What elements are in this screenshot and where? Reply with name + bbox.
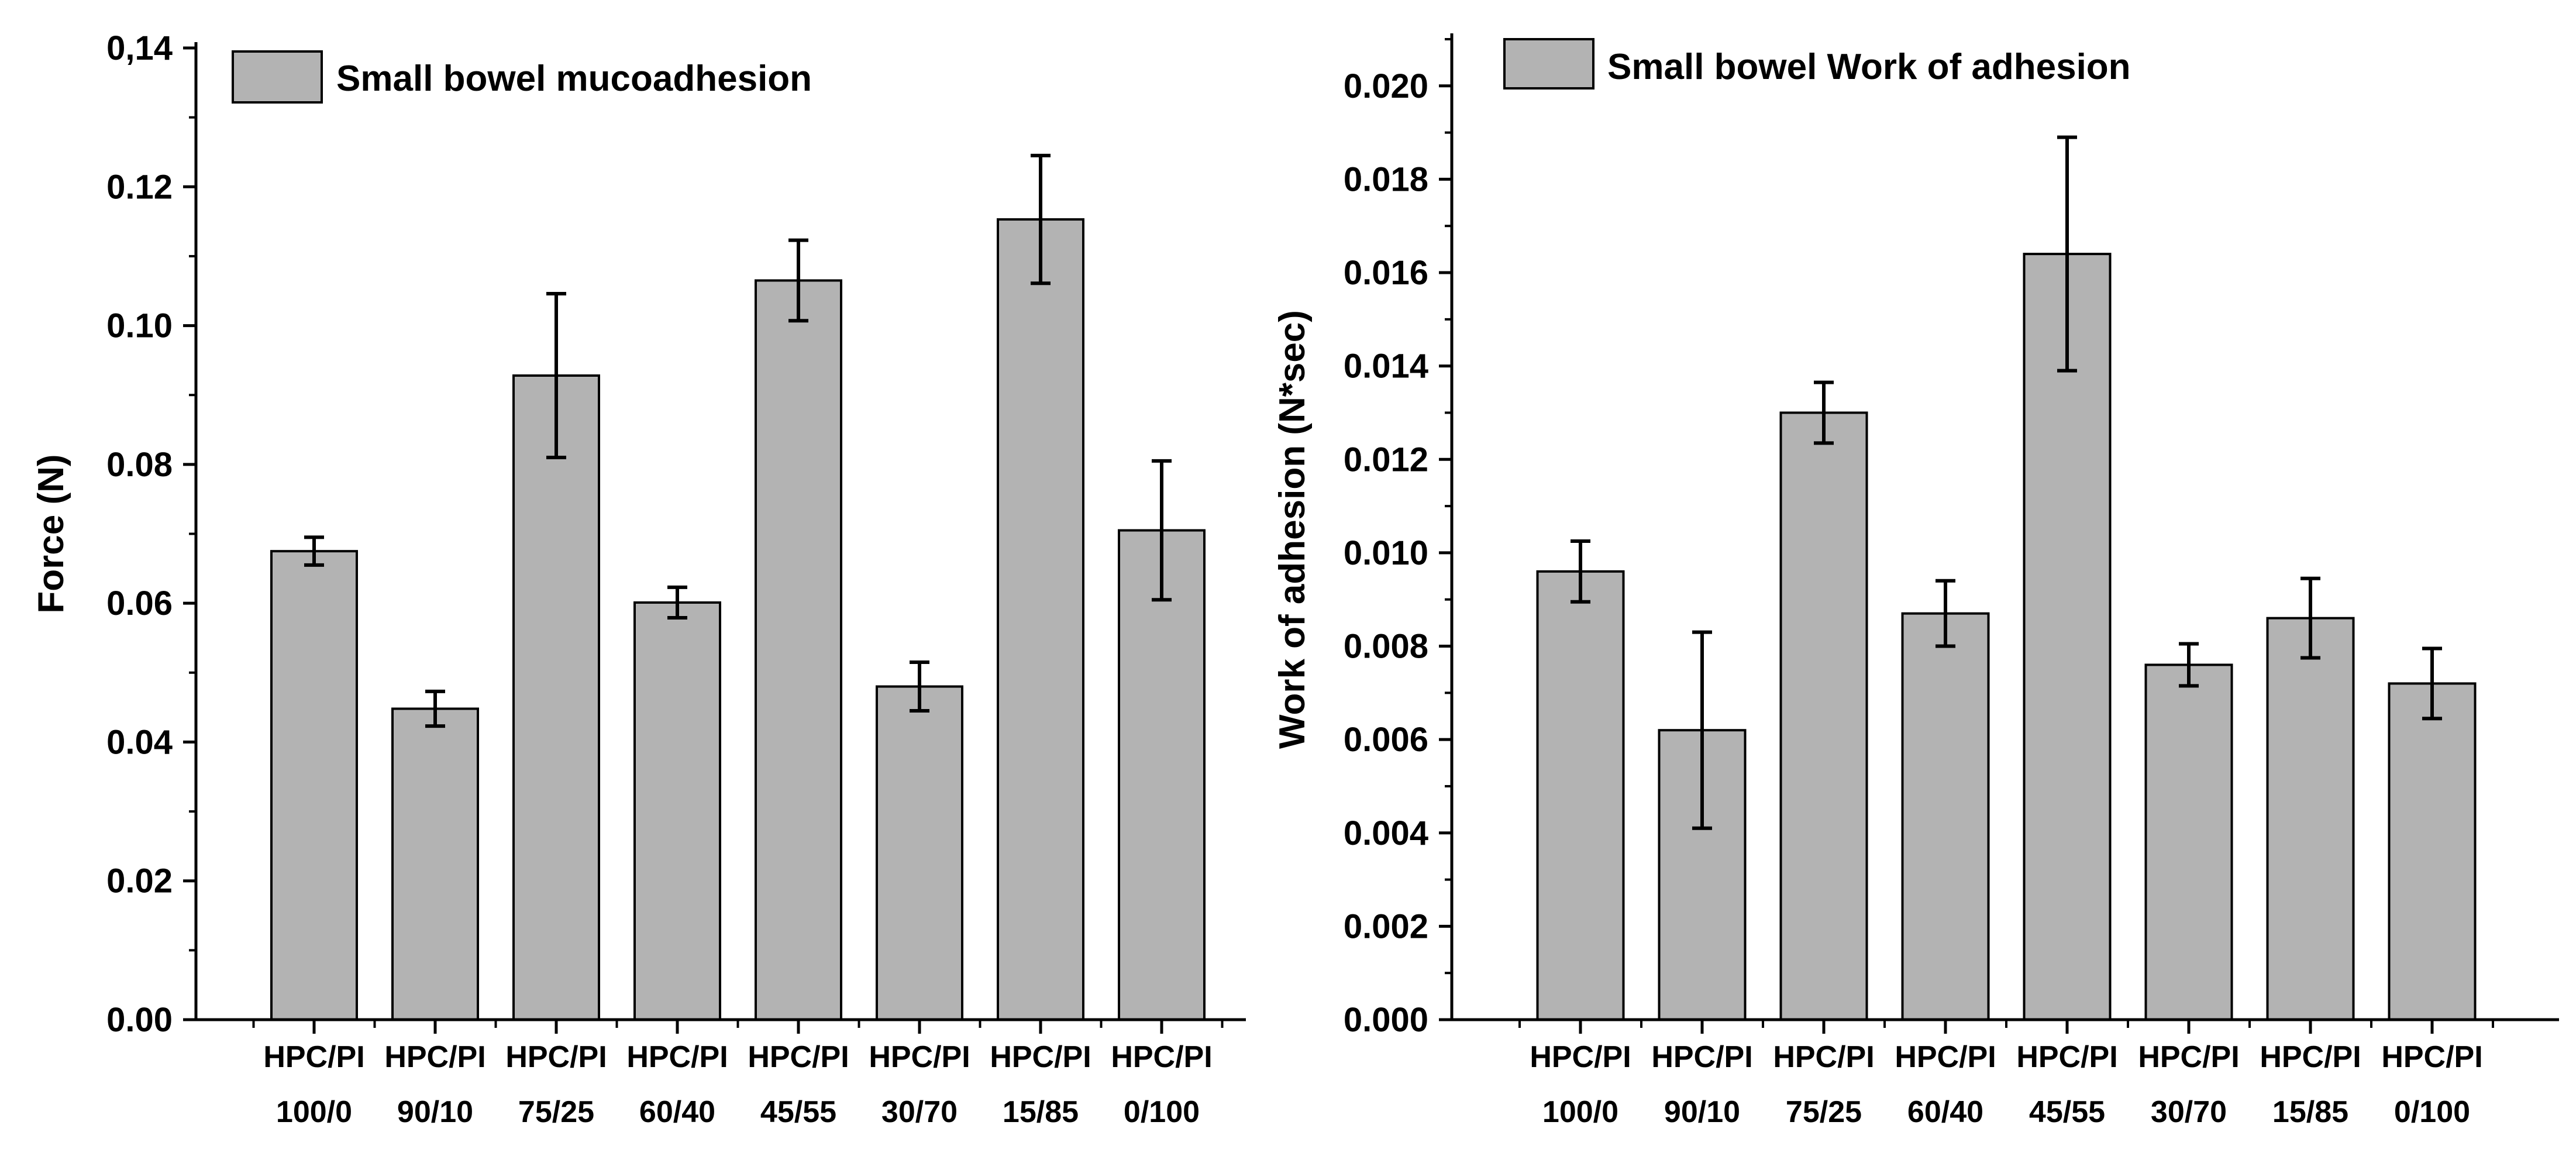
bar-75-25 (1779, 411, 1868, 1021)
bar-0-100 (2388, 682, 2477, 1021)
error-bar-90-10 (1692, 630, 1712, 830)
error-bar-0-100 (2422, 646, 2442, 721)
legend: Small bowel mucoadhesion (232, 50, 812, 104)
x-tick-label-line2: 15/85 (2272, 1095, 2348, 1129)
error-bar-15-85 (2301, 576, 2320, 660)
error-bar-30-70 (2179, 642, 2199, 688)
work-of-adhesion-chart-panel: 0.000 0.002 0.004 0.006 0.008 0.010 0.012 0.014… (1272, 33, 2559, 1129)
error-bar-60-40 (667, 585, 687, 620)
x-tick-label-line2: 0/100 (1124, 1095, 1200, 1129)
y-tick-label: 0.04 (106, 723, 173, 761)
x-tick-label-line1: HPC/PI (1111, 1040, 1212, 1074)
x-tick-label-line1: HPC/PI (1530, 1040, 1631, 1074)
y-tick-label: 0.006 (1344, 721, 1428, 759)
y-tick-label: 0.06 (106, 584, 173, 622)
y-tick-label: 0.016 (1344, 254, 1428, 292)
bar-15-85 (997, 218, 1084, 1021)
bar-0-100 (1118, 529, 1206, 1021)
bar-60-40 (1901, 612, 1990, 1021)
bar-45-55 (2023, 253, 2112, 1021)
legend: Small bowel Work of adhesion (1503, 38, 2131, 90)
x-tick-label-line2: 75/25 (518, 1095, 594, 1129)
x-tick-label-line2: 0/100 (2394, 1095, 2470, 1129)
x-tick-label-line1: HPC/PI (869, 1040, 970, 1074)
y-tick-label: 0.000 (1344, 1001, 1428, 1039)
y-tick-label: 0.004 (1344, 814, 1428, 852)
x-tick-label-line2: 60/40 (639, 1095, 715, 1129)
y-tick-label: 0.12 (106, 168, 173, 206)
y-tick-label: 0.010 (1344, 534, 1428, 572)
bar-45-55 (755, 279, 842, 1021)
x-tick-label-line1: HPC/PI (2016, 1040, 2117, 1074)
error-bar-15-85 (1031, 153, 1051, 285)
error-bar-30-70 (910, 660, 929, 713)
legend-label: Small bowel Work of adhesion (1607, 47, 2131, 87)
bar-30-70 (2144, 663, 2233, 1021)
y-tick-label: 0.018 (1344, 160, 1428, 198)
y-tick-label: 0.002 (1344, 907, 1428, 945)
x-tick-label-line1: HPC/PI (1895, 1040, 1996, 1074)
x-tick-label-line1: HPC/PI (263, 1040, 364, 1074)
x-tick-label-line2: 90/10 (397, 1095, 473, 1129)
x-tick-label-line2: 60/40 (1907, 1095, 1983, 1129)
legend-label: Small bowel mucoadhesion (336, 59, 812, 99)
x-tick-label-line1: HPC/PI (2138, 1040, 2239, 1074)
legend-swatch (232, 50, 323, 104)
bar-90-10 (391, 707, 479, 1021)
y-tick-label: 0.00 (106, 1001, 173, 1039)
x-tick-label-line2: 90/10 (1664, 1095, 1740, 1129)
x-tick-label-line2: 100/0 (276, 1095, 352, 1129)
x-tick-label-line2: 75/25 (1786, 1095, 1862, 1129)
force-chart-panel: 0.00 0.02 0.04 0.06 0.08 0.10 0.12 0,14 HPC/PI 10… (31, 29, 1246, 1129)
x-tick-label-line2: 30/70 (881, 1095, 958, 1129)
y-axis-title: Work of adhesion (N*sec) (1272, 310, 1313, 749)
x-tick-label-line1: HPC/PI (505, 1040, 607, 1074)
x-tick-label-line2: 45/55 (2029, 1095, 2105, 1129)
y-tick-label: 0.08 (106, 446, 173, 484)
y-tick-label: 0.014 (1344, 347, 1428, 386)
bar-100-0 (270, 550, 358, 1021)
x-tick-label-line2: 45/55 (760, 1095, 836, 1129)
y-axis-title: Force (N) (31, 454, 71, 613)
x-tick-label-line1: HPC/PI (2381, 1040, 2482, 1074)
y-tick-label: 0.012 (1344, 441, 1428, 479)
y-tick-label: 0.10 (106, 307, 173, 345)
x-tick-label-line1: HPC/PI (748, 1040, 849, 1074)
error-bar-75-25 (1814, 380, 1834, 445)
y-tick-label: 0,14 (106, 29, 173, 67)
x-tick-label-line1: HPC/PI (384, 1040, 485, 1074)
x-tick-label-line1: HPC/PI (626, 1040, 728, 1074)
x-tick-label-line1: HPC/PI (990, 1040, 1091, 1074)
error-bar-90-10 (425, 689, 445, 728)
bar-75-25 (512, 374, 600, 1021)
y-tick-label: 0.020 (1344, 67, 1428, 105)
legend-swatch (1503, 38, 1594, 90)
error-bar-0-100 (1152, 459, 1172, 602)
bar-30-70 (876, 685, 963, 1021)
bar-60-40 (633, 601, 721, 1021)
error-bar-60-40 (1936, 579, 1955, 648)
x-tick-label-line2: 30/70 (2151, 1095, 2227, 1129)
error-bar-45-55 (2057, 135, 2077, 373)
bar-15-85 (2266, 617, 2355, 1021)
x-tick-label-line2: 100/0 (1542, 1095, 1618, 1129)
x-tick-label-line1: HPC/PI (2260, 1040, 2361, 1074)
x-tick-label-line1: HPC/PI (1773, 1040, 1874, 1074)
error-bar-100-0 (1571, 539, 1590, 604)
error-bar-75-25 (546, 291, 566, 459)
y-tick-label: 0.02 (106, 862, 173, 900)
y-tick-label: 0.008 (1344, 628, 1428, 666)
error-bar-45-55 (788, 238, 808, 323)
x-tick-label-line2: 15/85 (1003, 1095, 1079, 1129)
x-tick-label-line1: HPC/PI (1651, 1040, 1752, 1074)
bar-100-0 (1536, 570, 1625, 1021)
error-bar-100-0 (304, 535, 324, 567)
